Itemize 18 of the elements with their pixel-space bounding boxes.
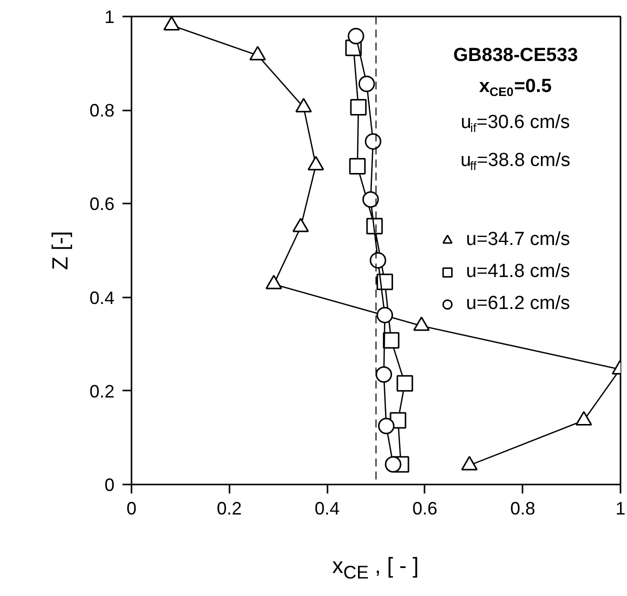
- x-tick-label: 0.6: [412, 498, 438, 518]
- x-tick-label: 0.8: [510, 498, 536, 518]
- x-tick-label: 0.4: [314, 498, 340, 518]
- y-tick-label: 0.6: [89, 194, 115, 214]
- y-tick-label: 0.8: [89, 100, 115, 121]
- legend-label: u=41.8 cm/s: [466, 261, 570, 283]
- y-tick-label: 0.4: [89, 288, 115, 308]
- y-tick-label: 0: [104, 475, 115, 495]
- x-tick-label: 0.2: [216, 498, 242, 518]
- y-tick-label: 1: [104, 7, 115, 27]
- x-tick-label: 0: [126, 498, 137, 518]
- x-axis-title: x$_{CE}$ , [ - ]: [332, 552, 419, 584]
- legend-label: u=34.7 cm/s: [466, 229, 570, 251]
- annotation: GB838-CE533: [453, 45, 578, 66]
- y-axis-title: Z [-]: [47, 230, 72, 270]
- legend-label: u=61.2 cm/s: [466, 293, 570, 315]
- y-tick-label: 0.2: [89, 381, 115, 402]
- x-tick-label: 1: [615, 498, 626, 518]
